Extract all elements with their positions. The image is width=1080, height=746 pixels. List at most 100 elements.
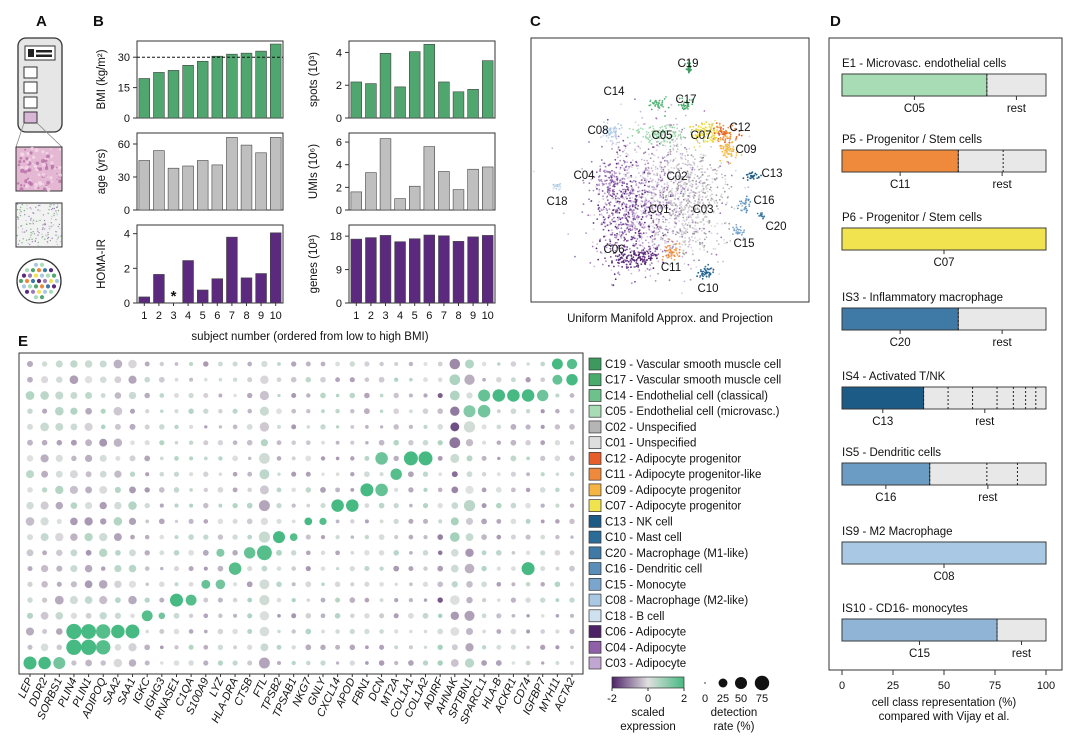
umap-point	[708, 183, 711, 186]
spot-texture-mark	[50, 218, 53, 220]
umap-point	[731, 141, 733, 144]
umap-point	[721, 150, 724, 153]
umap-point	[592, 222, 595, 224]
umap-point	[694, 133, 697, 136]
umap-point	[670, 124, 673, 127]
umap-point	[691, 236, 693, 238]
umap-point	[612, 185, 615, 188]
row-title: P5 - Progenitor / Stem cells	[842, 134, 982, 146]
bar-spots-4	[394, 86, 406, 119]
umap-point	[641, 117, 644, 119]
umap-point	[713, 134, 715, 137]
bar-umis-3	[379, 138, 392, 211]
umap-point	[649, 135, 651, 138]
dot-c18-ftl	[259, 611, 270, 621]
bar-spots-9	[467, 89, 479, 119]
umap-point	[639, 110, 642, 113]
umap-point	[678, 220, 681, 222]
legend-item-c16: C16 - Dendritic cell	[588, 562, 702, 576]
umap-point	[701, 270, 703, 273]
spot-texture-mark	[53, 204, 55, 206]
spot-texture-mark	[53, 214, 55, 217]
umap-point	[655, 188, 657, 191]
umap-point	[651, 138, 653, 141]
umap-point	[657, 178, 660, 180]
bar-spots-2	[365, 83, 377, 119]
bar-bmi-2	[153, 72, 165, 119]
umap-point	[701, 210, 704, 213]
umap-point	[634, 207, 637, 209]
umap-point	[645, 206, 648, 209]
umap-point	[604, 225, 607, 228]
dot-c14-ackr1	[507, 389, 520, 402]
umap-point	[688, 240, 690, 243]
legend-item-c06: C06 - Adipocyte	[588, 625, 686, 639]
dot-c18-sparcl1	[481, 613, 487, 619]
dot-c16-hla-dra	[228, 562, 242, 575]
umap-point	[681, 243, 684, 246]
umap-point	[631, 135, 634, 137]
dot-c06-adipoq	[96, 624, 111, 639]
umap-point	[665, 240, 668, 243]
umap-point	[626, 255, 629, 257]
umap-point	[628, 194, 630, 197]
umap-point	[623, 173, 625, 176]
spot-texture-mark	[49, 239, 52, 242]
umap-point	[641, 222, 644, 225]
umap-point	[661, 100, 664, 102]
umap-point	[632, 189, 634, 191]
dot-c03-igkc	[144, 660, 150, 666]
spot-texture-mark	[31, 238, 33, 241]
umap-point	[587, 214, 590, 217]
dot-c14-sparcl1	[478, 389, 491, 402]
umap-point	[626, 161, 629, 164]
umap-point	[604, 171, 606, 174]
spot-texture-mark	[47, 233, 49, 236]
umap-point	[632, 243, 635, 245]
umap-point	[696, 201, 699, 204]
umap-point	[650, 214, 653, 217]
umap-point	[615, 162, 618, 165]
umap-point	[598, 184, 600, 187]
umap-point	[647, 131, 650, 134]
umap-point	[609, 127, 612, 130]
umap-point	[704, 128, 706, 131]
dot-c14-cxcl14	[335, 393, 340, 398]
dot-c08-sparcl1	[481, 597, 487, 603]
umap-point	[694, 230, 696, 233]
dot-c20-apod	[350, 551, 355, 555]
dot-c11-saa1	[129, 471, 136, 477]
umap-point	[690, 131, 692, 134]
umap-point	[682, 187, 684, 189]
umap-point	[754, 172, 757, 175]
y-tick-label: 0	[336, 205, 342, 217]
umap-point	[621, 203, 624, 206]
umap-point	[651, 132, 654, 135]
umap-point	[662, 138, 665, 141]
umap-point	[667, 177, 670, 179]
umap-point	[681, 235, 684, 238]
umap-point	[706, 206, 709, 209]
umap-point	[663, 98, 666, 100]
umap-point	[636, 221, 638, 223]
legend-item-c10: C10 - Mast cell	[588, 530, 682, 544]
umap-point	[689, 166, 692, 169]
x-tick-label: 3	[382, 310, 388, 322]
dot-c13-adirf	[438, 519, 443, 524]
dot-c16-mt2a	[393, 565, 400, 572]
he-texture-mark	[20, 184, 23, 187]
umap-point	[590, 178, 593, 181]
umap-point	[628, 231, 631, 233]
umap-point	[632, 256, 635, 259]
dot-c08-rnase1	[169, 593, 184, 607]
umap-point	[690, 267, 692, 270]
y-axis-label: UMIs (10⁶)	[308, 144, 320, 199]
umap-point	[608, 164, 610, 167]
umap-point	[677, 104, 680, 106]
umap-point	[631, 181, 633, 184]
spot-texture-mark	[57, 225, 59, 228]
umap-point	[705, 236, 708, 239]
umap-point	[616, 181, 619, 184]
umap-point	[593, 176, 596, 179]
colorbar-tick-label: 2	[681, 693, 687, 705]
